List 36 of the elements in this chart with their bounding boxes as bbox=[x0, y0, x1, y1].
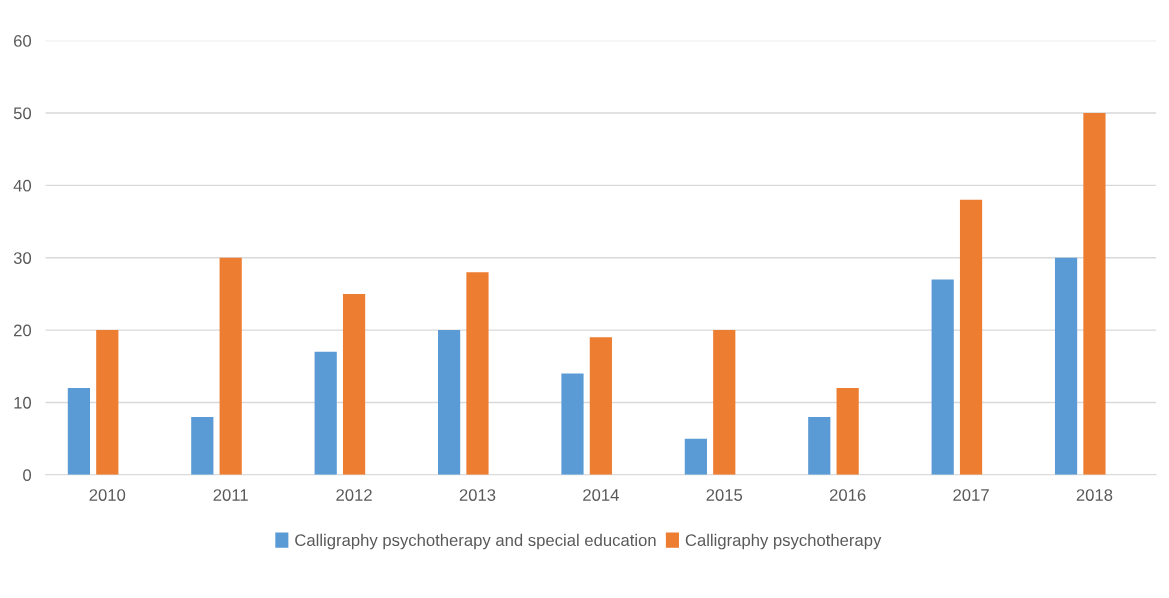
bar bbox=[96, 330, 119, 475]
x-tick-label: 2018 bbox=[1076, 489, 1113, 501]
x-tick-label: 2015 bbox=[706, 489, 743, 501]
x-tick-label: 2016 bbox=[829, 489, 866, 501]
y-tick-label: 30 bbox=[13, 252, 32, 264]
bar bbox=[1054, 257, 1078, 475]
bar bbox=[1083, 113, 1106, 475]
x-tick-label: 2017 bbox=[953, 489, 989, 501]
y-tick-label: 0 bbox=[23, 469, 32, 482]
bar bbox=[342, 293, 366, 475]
y-tick-label: 60 bbox=[14, 35, 32, 47]
y-tick-label: 50 bbox=[13, 107, 32, 120]
x-tick-label: 2013 bbox=[459, 489, 496, 501]
legend-label: Calligraphy psychotherapy and special education bbox=[295, 533, 656, 550]
bar bbox=[836, 387, 859, 475]
bar bbox=[466, 272, 489, 475]
bar bbox=[314, 351, 337, 475]
bar bbox=[561, 373, 584, 475]
x-tick-label: 2010 bbox=[89, 489, 126, 501]
x-tick-label: 2014 bbox=[583, 489, 619, 501]
bar bbox=[713, 330, 736, 475]
y-tick-label: 40 bbox=[13, 179, 32, 192]
x-tick-label: 2011 bbox=[213, 489, 248, 501]
bar bbox=[959, 199, 983, 475]
x-tick-label: 2012 bbox=[336, 489, 372, 501]
legend-label: Calligraphy psychotherapy bbox=[685, 533, 882, 550]
bar bbox=[191, 416, 214, 475]
bar bbox=[589, 337, 612, 475]
bar bbox=[931, 279, 954, 475]
bar bbox=[808, 416, 831, 475]
bar bbox=[684, 438, 707, 475]
bar bbox=[67, 387, 91, 475]
y-tick-label: 10 bbox=[14, 396, 32, 409]
y-tick-label: 20 bbox=[14, 324, 32, 337]
bar bbox=[219, 257, 242, 475]
bar bbox=[437, 330, 461, 475]
